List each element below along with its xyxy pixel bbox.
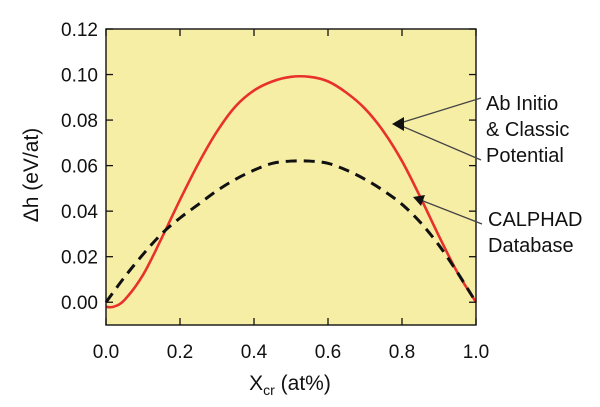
annotation-calphad: CALPHAD Database [413, 195, 582, 257]
x-axis-title: Xcr (at%) [249, 372, 331, 398]
y-tick-label: 0.04 [61, 202, 98, 223]
y-tick-label: 0.00 [61, 293, 98, 314]
y-tick-label: 0.06 [61, 157, 98, 178]
x-tick-label: 0.6 [315, 342, 341, 363]
ab-initio-series-line [105, 74, 478, 309]
annotation-ab-initio-line-2: & Classic [486, 119, 569, 141]
annotation-calphad-line-1: CALPHAD [488, 209, 582, 231]
x-tick-label: 0.2 [167, 342, 193, 363]
y-tick-label: 0.10 [61, 66, 98, 87]
calphad-series-line [104, 159, 478, 304]
annotation-ab-initio-line-3: Potential [486, 145, 564, 167]
y-axis-ticks: 0.00 0.02 0.04 0.06 0.08 0.10 0.12 [61, 20, 476, 314]
x-tick-label: 0.0 [93, 342, 119, 363]
annotation-ab-initio: Ab Initio & Classic Potential [392, 93, 569, 167]
x-tick-label: 0.4 [241, 342, 268, 363]
x-axis-title-main: X [249, 372, 263, 395]
x-axis-ticks: 0.0 0.2 0.4 0.6 0.8 1.0 [93, 29, 489, 363]
x-axis-title-unit: (at%) [275, 372, 331, 395]
annotation-ab-initio-arrowhead [392, 117, 404, 131]
y-tick-label: 0.08 [61, 111, 98, 132]
x-tick-label: 1.0 [463, 342, 489, 363]
annotation-calphad-line-2: Database [488, 235, 574, 257]
plot-area-background [106, 29, 476, 325]
annotation-ab-initio-line-1: Ab Initio [486, 93, 558, 115]
annotation-ab-initio-pointer-upper [396, 97, 482, 125]
x-tick-label: 0.8 [389, 342, 415, 363]
y-tick-label: 0.12 [61, 20, 98, 41]
annotation-calphad-pointer [417, 198, 483, 225]
annotation-ab-initio-pointer-lower [396, 123, 482, 161]
y-axis-title: Δh (eV/at) [20, 128, 43, 223]
annotation-calphad-arrowhead [413, 195, 425, 206]
x-axis-title-subscript: cr [263, 382, 275, 398]
series-layer [104, 74, 478, 309]
plot-area-frame [105, 28, 477, 326]
y-tick-label: 0.02 [61, 248, 98, 269]
